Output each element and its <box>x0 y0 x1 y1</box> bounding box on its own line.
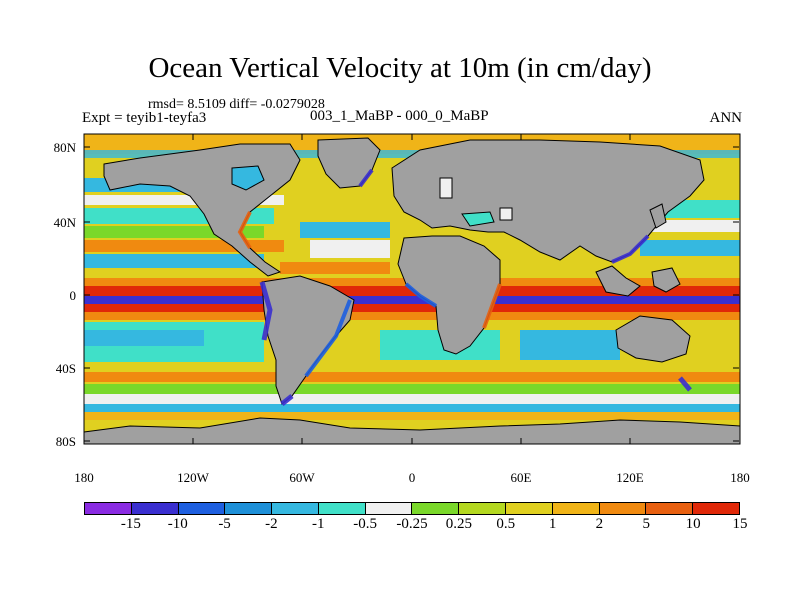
colorbar-swatch <box>599 503 647 514</box>
colorbar-label: -1 <box>312 516 325 532</box>
colorbar-label: 0.25 <box>445 516 472 532</box>
colorbar-swatch <box>646 503 694 514</box>
so-blue <box>84 404 740 412</box>
colorbar-swatch <box>272 503 319 514</box>
colorbar-label: -10 <box>167 516 188 532</box>
coastal-accents <box>237 168 692 406</box>
plot-title: Ocean Vertical Velocity at 10m (in cm/da… <box>148 52 652 84</box>
map-field <box>84 134 740 444</box>
colorbar-swatch <box>225 503 273 514</box>
lon-label-60e: 60E <box>510 470 532 485</box>
eq-upwelling <box>84 296 740 304</box>
colorbar-swatch <box>85 503 132 514</box>
natl-white <box>310 240 390 258</box>
lon-label-60w: 60W <box>289 470 315 485</box>
baltic <box>439 177 453 199</box>
colorbar-label: -5 <box>218 516 231 532</box>
colorbar <box>84 502 740 515</box>
land-masses <box>84 137 740 444</box>
colorbar-swatch <box>178 503 226 514</box>
colorbar-label: 10 <box>685 516 701 532</box>
colorbar-swatch <box>506 503 553 514</box>
stats-text: rmsd= 8.5109 diff= -0.0279028 <box>148 97 325 112</box>
lat-label-80s: 80S <box>55 434 76 449</box>
colorbar-label: -0.25 <box>396 516 428 532</box>
colorbar-label: -15 <box>120 516 141 532</box>
lat-label-0: 0 <box>69 288 77 303</box>
colorbar-swatch <box>131 503 179 514</box>
so-orange2 <box>84 412 740 420</box>
eq-south-orange <box>84 312 740 320</box>
caspian <box>499 207 513 221</box>
sio-blue <box>520 330 620 360</box>
wpac-blue <box>640 240 740 256</box>
lon-label-180w: 180 <box>74 470 94 485</box>
npac-white <box>84 195 284 205</box>
colorbar-label: 5 <box>642 516 651 532</box>
colorbar-label: 15 <box>732 516 748 532</box>
natl-blue <box>300 222 390 238</box>
colorbar-swatch <box>318 503 366 514</box>
subtitle: 003_1_MaBP - 000_0_MaBP <box>310 108 489 124</box>
colorbar-label: -0.5 <box>353 516 378 532</box>
colorbar-swatch <box>459 503 507 514</box>
colorbar-label: -2 <box>265 516 278 532</box>
so-green <box>84 384 740 394</box>
arctic-blue <box>84 150 740 158</box>
lon-label-180e: 180 <box>730 470 750 485</box>
lon-label-0: 0 <box>408 470 416 485</box>
lat-label-40n: 40N <box>53 215 76 230</box>
experiment-label: Expt = teyib1-teyfa3 <box>82 110 207 126</box>
mediterranean <box>461 211 495 227</box>
natl-orange <box>280 262 390 274</box>
npac-orange <box>84 240 284 252</box>
colorbar-swatch <box>693 503 739 514</box>
axis-ticks <box>84 134 739 444</box>
hudson-bay <box>231 165 265 191</box>
colorbar-swatch <box>412 503 460 514</box>
colorbar-label: 0.5 <box>496 516 516 532</box>
colorbar-label: 2 <box>595 516 604 532</box>
lon-label-120w: 120W <box>177 470 209 485</box>
colorbar-swatch <box>365 503 413 514</box>
colorbar-swatch <box>552 503 600 514</box>
colorbar-label: 1 <box>548 516 557 532</box>
npac-sub-blue <box>84 254 264 268</box>
so-white <box>84 394 740 404</box>
so-orange <box>84 372 740 382</box>
eq-south-red <box>84 304 740 312</box>
lat-label-80n: 80N <box>53 140 76 155</box>
lat-label-40s: 40S <box>55 361 76 376</box>
spac-blue <box>84 330 204 346</box>
season-label: ANN <box>709 110 743 126</box>
lon-label-120e: 120E <box>616 470 644 485</box>
